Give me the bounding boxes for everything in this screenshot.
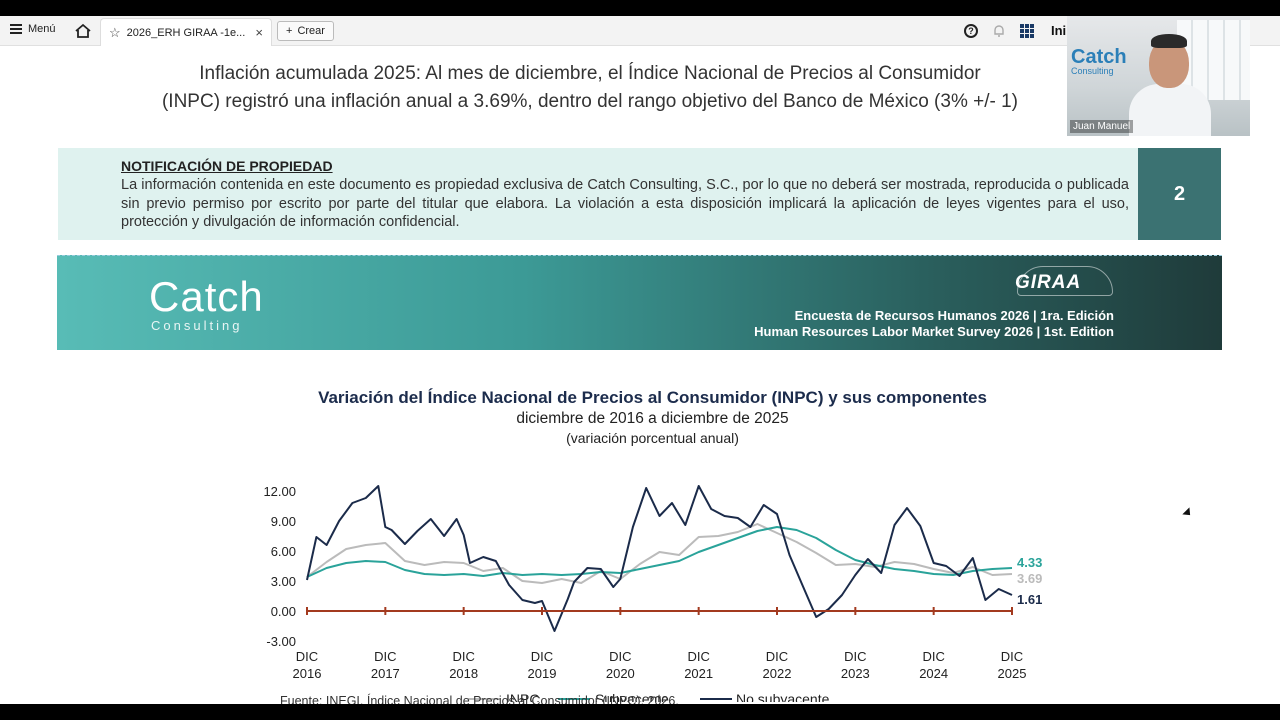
legend-label: No subyacente: [736, 691, 830, 702]
toolbar: Menú ☆ 2026_ERH GIRAA -1e... × + Crear ?…: [0, 16, 1280, 46]
x-tick-label: DIC: [374, 649, 396, 664]
webcam-person-hair: [1151, 34, 1187, 48]
chart-title: Variación del Índice Nacional de Precios…: [318, 388, 987, 407]
survey-es: Encuesta de Recursos Humanos 2026 | 1ra.…: [794, 308, 1114, 323]
chart-source: Fuente: INEGI. Índice Nacional de Precio…: [280, 694, 679, 704]
notice-title: NOTIFICACIÓN DE PROPIEDAD: [121, 158, 333, 174]
x-tick-year: 2018: [449, 666, 478, 681]
y-tick-label: 3.00: [271, 574, 296, 589]
end-label-subyacente: 4.33: [1017, 555, 1042, 570]
webcam-video[interactable]: Catch Consulting Juan Manuel: [1067, 16, 1250, 136]
create-button[interactable]: + Crear: [277, 21, 334, 41]
inflation-line-1: Inflación acumulada 2025: Al mes de dici…: [199, 63, 981, 84]
x-tick-label: DIC: [766, 649, 788, 664]
x-tick-label: DIC: [452, 649, 474, 664]
close-icon[interactable]: ×: [255, 25, 263, 40]
catch-logo: Catch: [149, 273, 264, 320]
apps-grid-icon[interactable]: [1018, 22, 1036, 40]
x-tick-year: 2025: [998, 666, 1027, 681]
create-label: Crear: [297, 25, 325, 37]
x-tick-label: DIC: [1001, 649, 1023, 664]
user-link[interactable]: Ini: [1051, 23, 1067, 38]
x-tick-label: DIC: [922, 649, 944, 664]
participant-name: Juan Manuel: [1070, 120, 1134, 133]
menu-button[interactable]: Menú: [10, 23, 56, 35]
legend-label: Subyacente: [595, 691, 669, 702]
help-icon[interactable]: ?: [962, 22, 980, 40]
y-tick-label: 9.00: [271, 514, 296, 529]
page-number: 2: [1138, 148, 1221, 240]
survey-banner: Catch Consulting GIRAA Encuesta de Recur…: [57, 255, 1222, 350]
star-icon[interactable]: ☆: [109, 24, 121, 40]
series-line-subyacente: [306, 526, 1013, 578]
series-line-inpc: [306, 523, 1013, 584]
chart-subtitle: diciembre de 2016 a diciembre de 2025: [516, 410, 789, 427]
tab-title: 2026_ERH GIRAA -1e...: [126, 26, 246, 39]
property-notice: NOTIFICACIÓN DE PROPIEDAD La información…: [58, 148, 1138, 240]
x-tick-year: 2020: [606, 666, 635, 681]
chart-unit: (variación porcentual anual): [566, 430, 739, 446]
x-tick-year: 2022: [763, 666, 792, 681]
x-tick-label: DIC: [296, 649, 318, 664]
app-frame: Menú ☆ 2026_ERH GIRAA -1e... × + Crear ?…: [0, 16, 1280, 704]
webcam-sign: Catch: [1071, 46, 1127, 68]
x-tick-year: 2021: [684, 666, 713, 681]
end-label-no_subyacente: 1.61: [1017, 592, 1042, 607]
x-tick-year: 2017: [371, 666, 400, 681]
plus-icon: +: [286, 25, 293, 37]
toolbar-actions: ?: [962, 22, 1036, 40]
x-tick-label: DIC: [531, 649, 553, 664]
x-tick-year: 2019: [528, 666, 557, 681]
y-tick-label: 0.00: [271, 604, 296, 619]
inflation-line-2: (INPC) registró una inflación anual a 3.…: [161, 91, 1018, 112]
y-tick-label: -3.00: [266, 634, 296, 649]
x-tick-year: 2023: [841, 666, 870, 681]
menu-label: Menú: [28, 23, 56, 35]
survey-en: Human Resources Labor Market Survey 2026…: [754, 324, 1114, 339]
bell-icon[interactable]: [990, 22, 1008, 40]
document-tab[interactable]: ☆ 2026_ERH GIRAA -1e... ×: [100, 18, 272, 46]
catch-logo-sub: Consulting: [151, 318, 243, 333]
x-tick-year: 2016: [293, 666, 322, 681]
webcam-person-body: [1129, 84, 1211, 136]
x-tick-label: DIC: [609, 649, 631, 664]
x-tick-label: DIC: [844, 649, 866, 664]
webcam-sign-sub: Consulting: [1071, 66, 1114, 76]
hamburger-icon: [10, 24, 22, 34]
inpc-chart: 12.009.006.003.000.00-3.00DIC2016DIC2017…: [263, 484, 1042, 702]
mouse-cursor-icon: [1182, 507, 1194, 519]
inflation-text: Inflación acumulada 2025: Al mes de dici…: [60, 60, 1120, 116]
series-line-no-subyacente: [306, 485, 1013, 632]
y-tick-label: 12.00: [263, 484, 296, 499]
end-label-inpc: 3.69: [1017, 571, 1042, 586]
x-tick-label: DIC: [687, 649, 709, 664]
giraa-logo: GIRAA: [1015, 272, 1082, 293]
notice-body: La información contenida en este documen…: [121, 177, 1129, 230]
y-tick-label: 6.00: [271, 544, 296, 559]
home-icon[interactable]: [74, 22, 92, 40]
legend-label: INPC: [506, 691, 539, 702]
survey-edition: Encuesta de Recursos Humanos 2026 | 1ra.…: [754, 308, 1114, 340]
x-tick-year: 2024: [919, 666, 948, 681]
